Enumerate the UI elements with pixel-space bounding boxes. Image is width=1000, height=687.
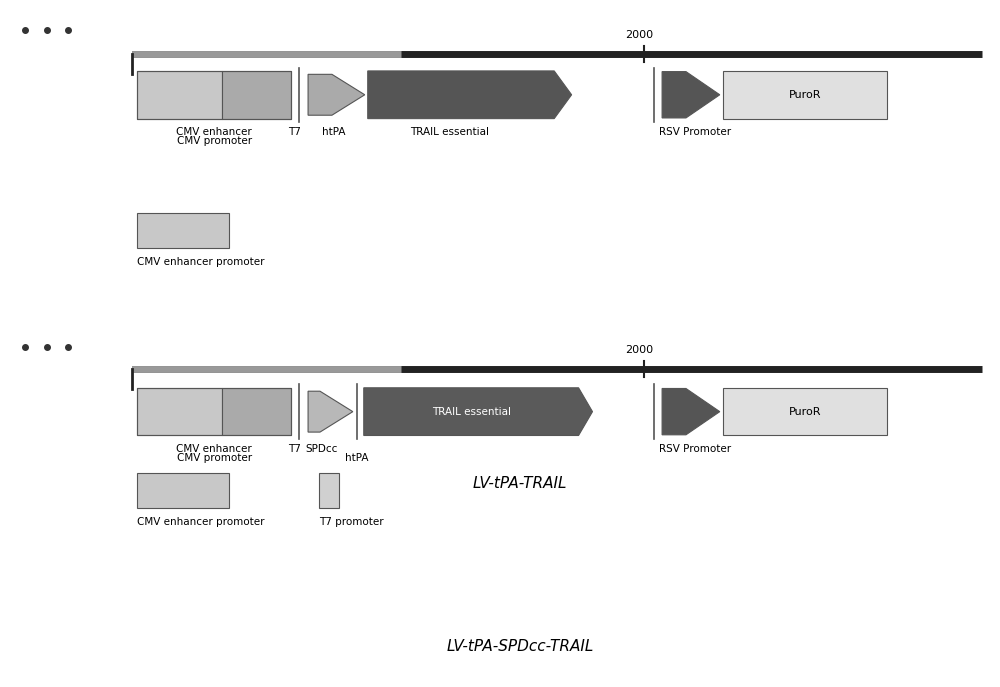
Bar (222, 71, 291, 119)
Text: T7: T7 (288, 128, 301, 137)
Text: RSV Promoter: RSV Promoter (659, 128, 731, 137)
Bar (137, 387, 222, 436)
Text: TRAIL essential: TRAIL essential (410, 128, 489, 137)
Bar (723, 387, 887, 436)
Text: CMV enhancer: CMV enhancer (176, 127, 252, 137)
Polygon shape (662, 388, 720, 435)
Bar (137, 387, 291, 436)
Polygon shape (662, 71, 720, 118)
Text: LV-tPA-TRAIL: LV-tPA-TRAIL (473, 475, 567, 491)
Bar (723, 71, 887, 119)
Bar (137, 213, 229, 248)
Bar (319, 473, 339, 508)
Text: CMV promoter: CMV promoter (177, 135, 252, 146)
Text: T7: T7 (288, 444, 301, 454)
Text: CMV enhancer promoter: CMV enhancer promoter (137, 257, 265, 267)
Text: htPA: htPA (345, 453, 369, 462)
Text: TRAIL essential: TRAIL essential (432, 407, 511, 416)
Polygon shape (368, 71, 572, 119)
Bar (222, 387, 291, 436)
Text: LV-tPA-SPDcc-TRAIL: LV-tPA-SPDcc-TRAIL (446, 639, 594, 654)
Text: RSV Promoter: RSV Promoter (659, 444, 731, 454)
Text: CMV promoter: CMV promoter (177, 453, 252, 462)
Polygon shape (308, 391, 353, 432)
Bar (137, 71, 222, 119)
Text: CMV enhancer promoter: CMV enhancer promoter (137, 517, 265, 527)
Text: CMV enhancer: CMV enhancer (176, 444, 252, 453)
Text: T7 promoter: T7 promoter (319, 517, 384, 527)
Text: 2000: 2000 (625, 30, 653, 41)
Text: PuroR: PuroR (789, 407, 821, 416)
Bar (137, 71, 291, 119)
Polygon shape (308, 74, 365, 115)
Text: 2000: 2000 (625, 345, 653, 355)
Bar (137, 473, 229, 508)
Text: htPA: htPA (322, 128, 345, 137)
Text: PuroR: PuroR (789, 90, 821, 100)
Polygon shape (364, 387, 592, 436)
Text: SPDcc: SPDcc (305, 444, 338, 454)
